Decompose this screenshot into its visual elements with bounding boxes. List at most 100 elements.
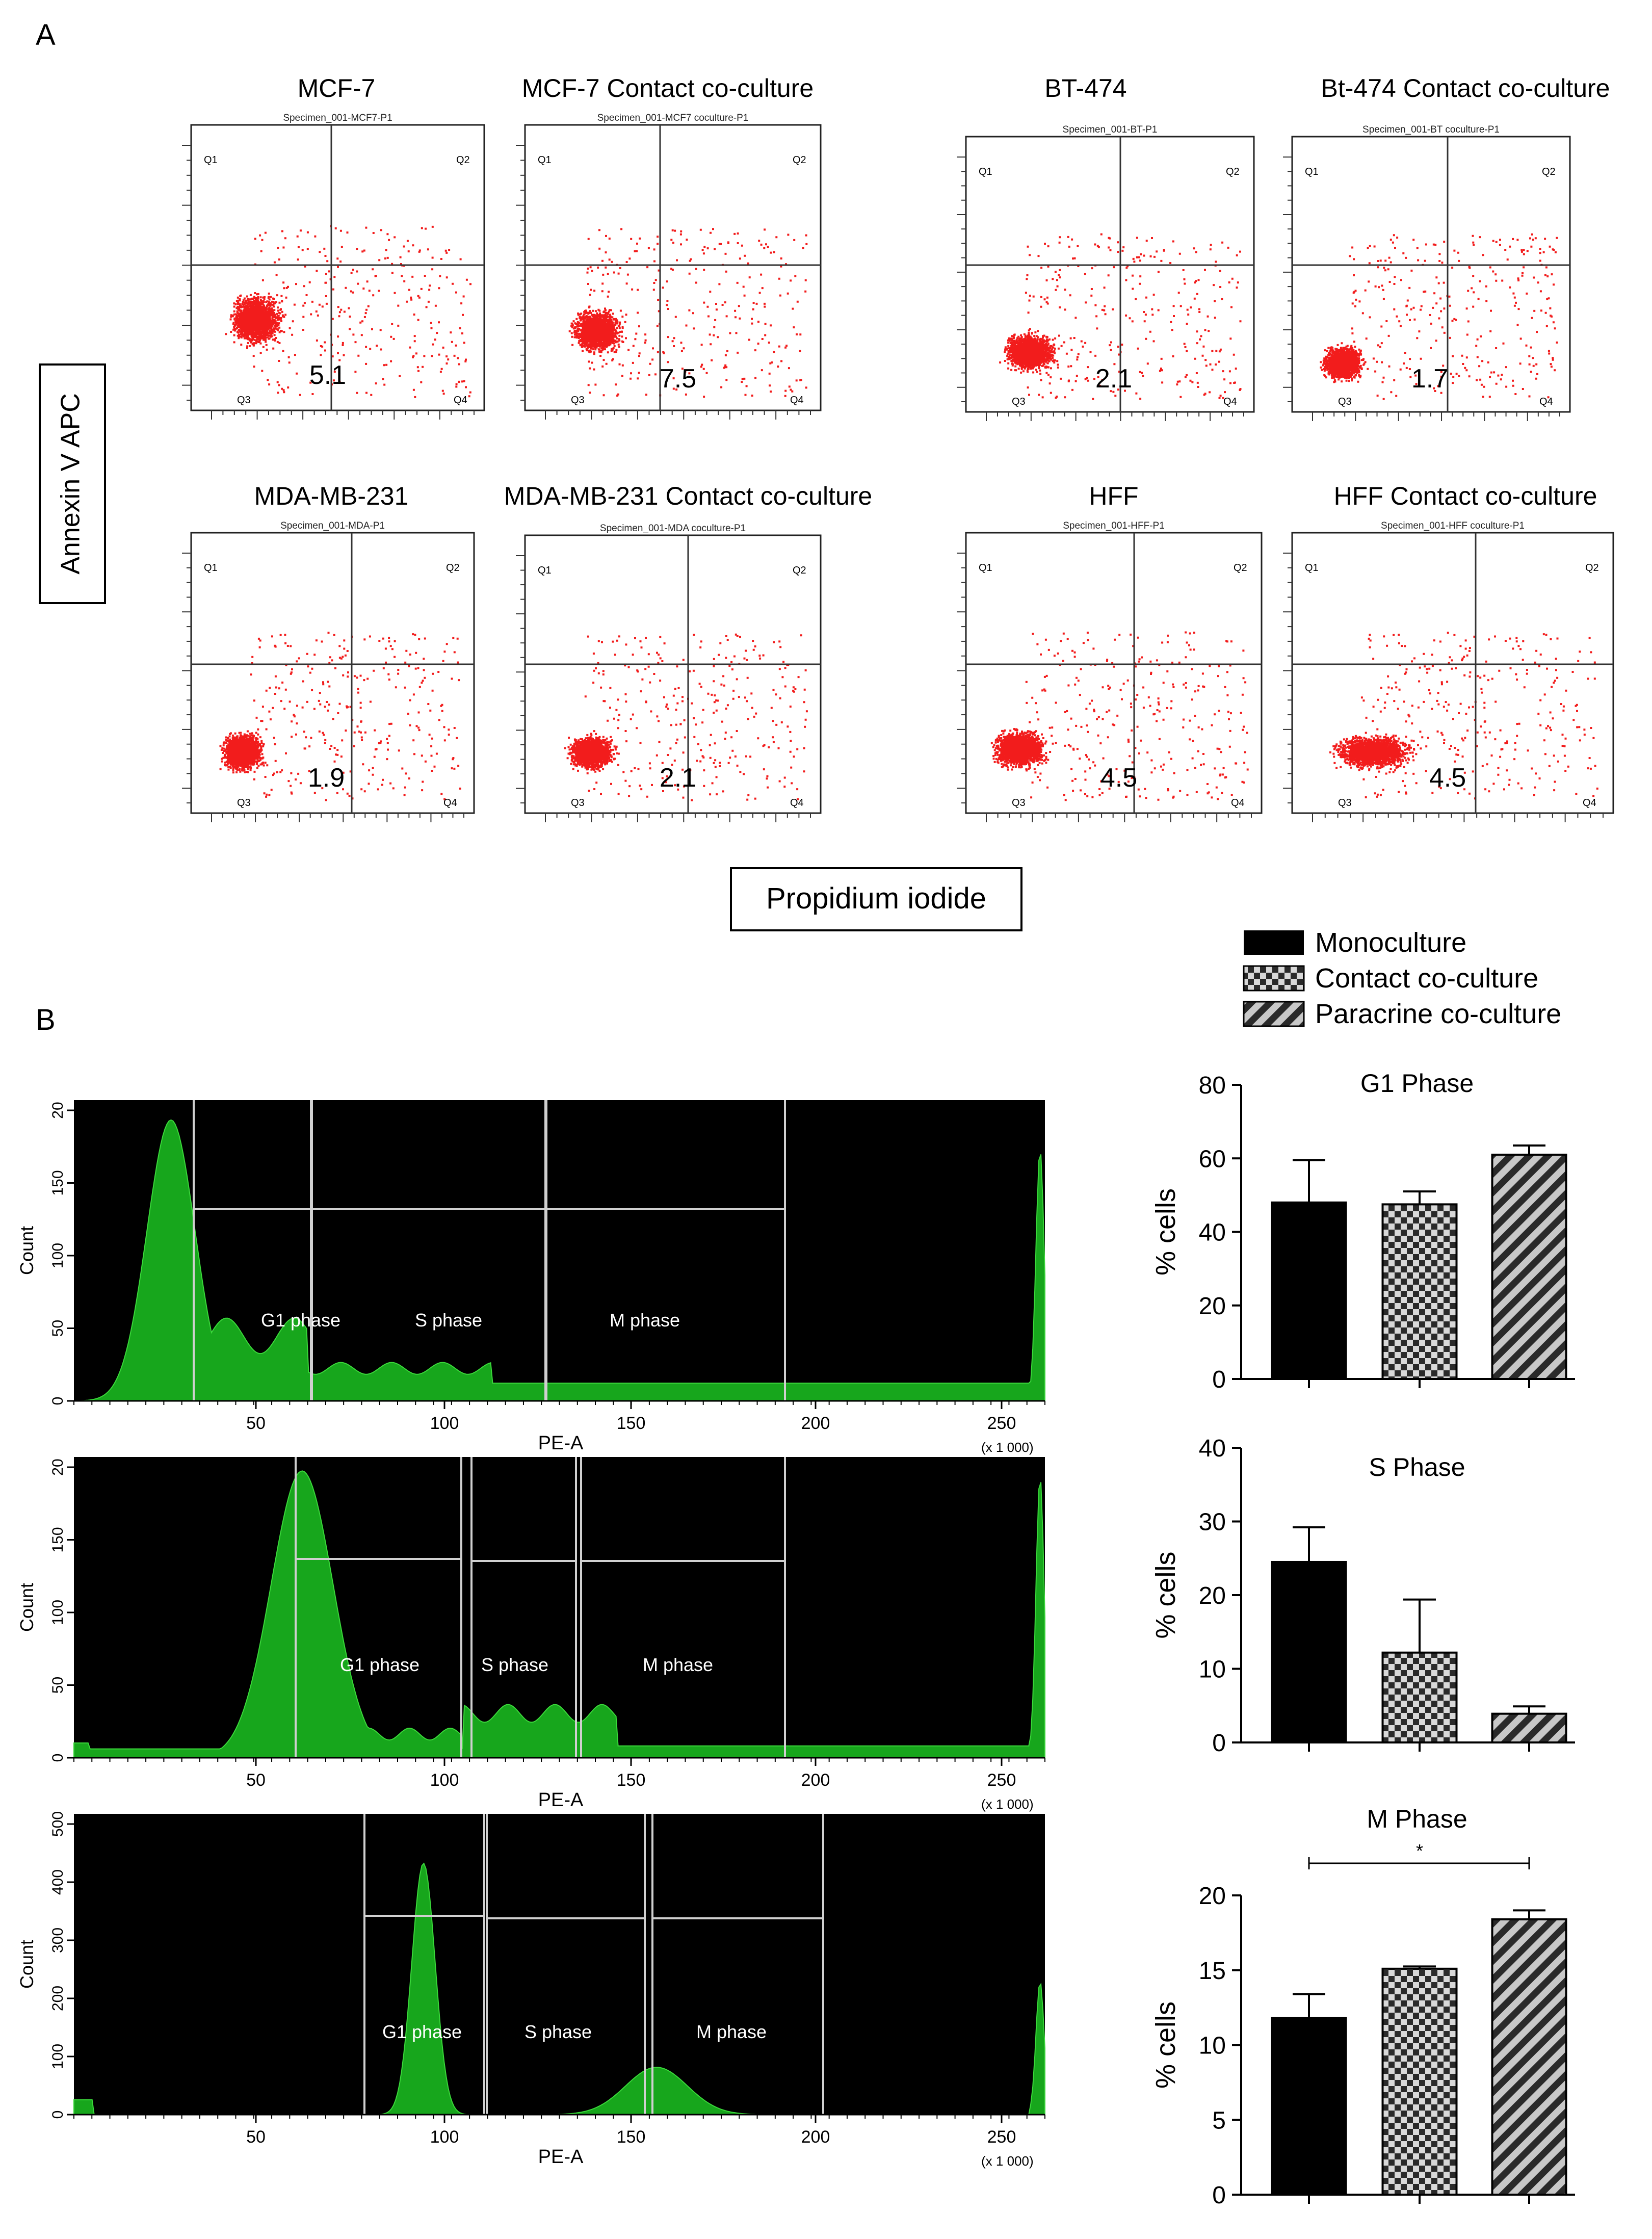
quadrant-label-q1: Q1 xyxy=(979,166,992,177)
bar xyxy=(1491,1154,1567,1381)
quadrant-label-q1: Q1 xyxy=(1305,562,1319,574)
scatter-plot: Bt-474 Contact co-culture Specimen_001-BT… xyxy=(1283,74,1610,421)
apoptosis-value: 2.1 xyxy=(1095,364,1132,394)
bar-chart: M Phase 0 5 10 15 20 % cells * xyxy=(1150,1805,1575,2209)
x-tick-label: 50 xyxy=(246,2127,266,2147)
quadrant-label-q3: Q3 xyxy=(1338,396,1352,407)
scatter-plot-title: MDA-MB-231 xyxy=(254,482,409,510)
phase-label: G1 phase xyxy=(261,1310,340,1331)
y-axis-title: Count xyxy=(16,1940,37,1989)
quadrant-label-q2: Q2 xyxy=(1226,166,1240,177)
bar-y-tick-label: 40 xyxy=(1199,1435,1226,1462)
y-tick-label: 20 xyxy=(49,1459,66,1475)
bar-chart-title: S Phase xyxy=(1369,1453,1465,1481)
x-tick-label: 250 xyxy=(987,2127,1016,2147)
quadrant-label-q3: Q3 xyxy=(237,395,251,406)
scatter-plot-specimen: Specimen_001-MCF7 coculture-P1 xyxy=(597,113,749,123)
histogram-background xyxy=(74,1814,1045,2115)
phase-label: M phase xyxy=(696,2021,767,2042)
y-axis-label: Annexin V APC xyxy=(56,393,86,575)
bar-y-tick-label: 0 xyxy=(1212,1730,1226,1757)
quadrant-label-q4: Q4 xyxy=(1583,797,1596,809)
scatter-plot-specimen: Specimen_001-HFF coculture-P1 xyxy=(1381,520,1525,531)
scatter-plot-title: Bt-474 Contact co-culture xyxy=(1321,74,1610,102)
scatter-plot-specimen: Specimen_001-HFF-P1 xyxy=(1063,520,1165,531)
x-axis-title: PE-A xyxy=(538,2146,584,2168)
y-tick-label: 150 xyxy=(49,1527,66,1552)
panel-a-label: A xyxy=(36,18,56,51)
bar-chart: S Phase 0 10 20 30 40 % cells xyxy=(1150,1435,1575,1757)
bar-y-tick-label: 20 xyxy=(1199,1293,1226,1320)
bar-chart-y-label: % cells xyxy=(1150,1551,1181,1638)
bar-chart: G1 Phase 0 20 40 60 80 % cells xyxy=(1150,1069,1575,1393)
scatter-plot: MCF-7 Specimen_001-MCF7-P1 Q1 Q2 Q3 Q4 5.1 xyxy=(182,74,485,420)
quadrant-label-q2: Q2 xyxy=(1585,562,1599,574)
y-tick-label: 300 xyxy=(49,1928,66,1953)
y-tick-label: 50 xyxy=(49,1320,66,1337)
scatter-plot-specimen: Specimen_001-BT coculture-P1 xyxy=(1362,124,1500,135)
bar xyxy=(1271,2017,1347,2196)
legend-label-contact: Contact co-culture xyxy=(1315,963,1538,994)
y-tick-label: 400 xyxy=(49,1869,66,1895)
phase-label: S phase xyxy=(481,1654,548,1675)
bar-y-tick-label: 15 xyxy=(1199,1958,1226,1985)
y-axis-title: Count xyxy=(16,1583,37,1632)
x-tick-label: 200 xyxy=(801,1771,830,1790)
y-tick-label: 0 xyxy=(49,1397,66,1405)
quadrant-label-q2: Q2 xyxy=(793,565,806,576)
y-tick-label: 0 xyxy=(49,2111,66,2119)
quadrant-label-q1: Q1 xyxy=(1305,166,1319,177)
y-tick-label: 200 xyxy=(49,1986,66,2011)
bar xyxy=(1381,1203,1458,1380)
y-tick-label: 150 xyxy=(49,1170,66,1195)
phase-label: S phase xyxy=(525,2021,592,2042)
scatter-plot-title: BT-474 xyxy=(1044,74,1126,102)
phase-label: G1 phase xyxy=(340,1654,419,1675)
y-tick-label: 0 xyxy=(49,1754,66,1762)
phase-label: M phase xyxy=(610,1310,680,1331)
legend-item-contact: Contact co-culture xyxy=(1243,963,1538,994)
legend-swatch-monoculture xyxy=(1244,930,1304,955)
bar xyxy=(1491,1712,1567,1744)
quadrant-label-q1: Q1 xyxy=(204,154,218,166)
bar xyxy=(1491,1918,1567,2196)
bar xyxy=(1381,1651,1458,1743)
quadrant-label-q3: Q3 xyxy=(1012,797,1026,809)
scatter-plot: HFF Contact co-culture Specimen_001-HFF c… xyxy=(1283,482,1614,822)
y-tick-label: 100 xyxy=(49,1600,66,1625)
bar-y-tick-label: 80 xyxy=(1199,1072,1226,1099)
scatter-points xyxy=(999,233,1242,400)
phase-label: M phase xyxy=(643,1654,713,1675)
bar-y-tick-label: 0 xyxy=(1212,1366,1226,1393)
scatter-plot-title: HFF xyxy=(1089,482,1138,510)
apoptosis-value: 4.5 xyxy=(1429,763,1466,793)
legend-item-paracrine: Paracrine co-culture xyxy=(1243,999,1561,1029)
quadrant-label-q4: Q4 xyxy=(1223,396,1237,407)
scale-note: (x 1 000) xyxy=(981,2153,1034,2169)
quadrant-label-q3: Q3 xyxy=(1338,797,1352,809)
apoptosis-value: 5.1 xyxy=(309,360,346,390)
quadrant-label-q3: Q3 xyxy=(571,395,585,406)
scatter-plot-specimen: Specimen_001-BT-P1 xyxy=(1063,124,1158,135)
scatter-plot-title: HFF Contact co-culture xyxy=(1334,482,1597,510)
legend-label-paracrine: Paracrine co-culture xyxy=(1315,999,1561,1029)
bar-chart-title: M Phase xyxy=(1367,1805,1467,1833)
x-axis-label-box xyxy=(730,867,1022,931)
y-tick-label: 50 xyxy=(49,1677,66,1694)
x-tick-label: 200 xyxy=(801,1414,830,1433)
quadrant-label-q4: Q4 xyxy=(1231,797,1245,809)
apoptosis-value: 2.1 xyxy=(660,763,696,793)
bar-y-tick-label: 60 xyxy=(1199,1145,1226,1173)
legend-swatch-contact xyxy=(1243,965,1305,992)
bar-y-tick-label: 10 xyxy=(1199,1656,1226,1683)
quadrant-label-q2: Q2 xyxy=(456,154,470,166)
y-axis-title: Count xyxy=(16,1226,37,1275)
x-tick-label: 200 xyxy=(801,2127,830,2147)
legend-swatch-paracrine xyxy=(1243,1001,1305,1027)
histogram-curve xyxy=(73,1470,1045,1758)
